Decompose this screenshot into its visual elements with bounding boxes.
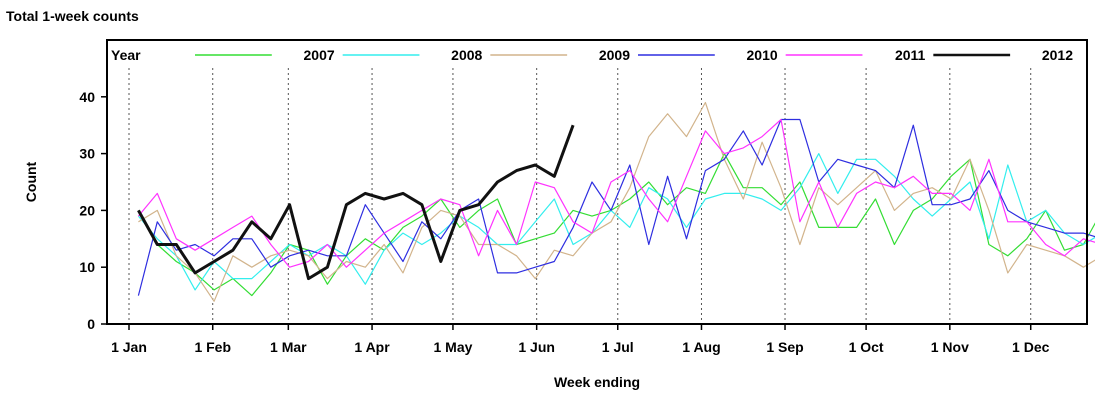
x-tick-label: 1 Jun <box>518 339 555 355</box>
legend-label-2010: 2010 <box>747 47 778 63</box>
x-tick-label: 1 Jul <box>602 339 634 355</box>
legend-label-2009: 2009 <box>599 47 630 63</box>
chart-title: Total 1-week counts <box>6 8 139 24</box>
x-tick-label: 1 Nov <box>931 339 969 355</box>
y-tick-label: 30 <box>79 146 95 162</box>
x-tick-label: 1 Mar <box>270 339 307 355</box>
legend-label-2008: 2008 <box>451 47 482 63</box>
series-line-2007 <box>137 153 1095 297</box>
y-tick-label: 40 <box>79 89 95 105</box>
y-tick-label: 0 <box>87 316 95 332</box>
x-tick-label: 1 Jan <box>111 339 147 355</box>
legend-label-2007: 2007 <box>304 47 335 63</box>
x-tick-label: 1 Sep <box>766 339 803 355</box>
series-line-2009 <box>138 101 1095 302</box>
x-tick-label: 1 Aug <box>682 339 720 355</box>
y-axis-title: Count <box>23 161 39 202</box>
grid <box>128 68 1032 324</box>
series-line-2011 <box>137 118 1095 268</box>
series-line-2010 <box>137 118 1095 296</box>
y-tick-label: 10 <box>79 259 95 275</box>
x-tick-label: 1 Apr <box>354 339 390 355</box>
legend: Year 2007 2008 2009 2010 2011 2012 <box>111 47 1073 63</box>
x-tick-label: 1 Dec <box>1012 339 1050 355</box>
x-axis-title: Week ending <box>554 374 640 390</box>
x-tick-label: 1 Oct <box>849 339 884 355</box>
x-tick-label: 1 Feb <box>194 339 231 355</box>
y-tick-label: 20 <box>79 202 95 218</box>
legend-label-2012: 2012 <box>1042 47 1073 63</box>
plot-frame <box>106 39 1088 325</box>
series-layer <box>137 101 1095 302</box>
legend-label-2011: 2011 <box>895 47 926 63</box>
legend-title: Year <box>111 47 141 63</box>
series-line-2012 <box>137 124 575 281</box>
x-tick-label: 1 May <box>433 339 472 355</box>
axes: 1 Jan 1 Feb 1 Mar 1 Apr 1 May 1 Jun 1 Jul 1 Aug… <box>23 89 1050 390</box>
